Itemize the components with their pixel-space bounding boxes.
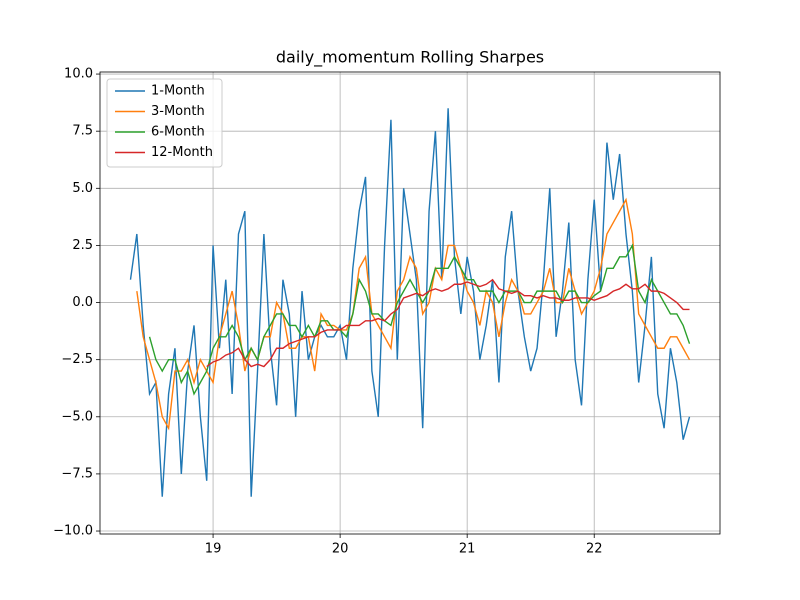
x-tick-label: 22 — [586, 542, 603, 557]
y-tick-label: −7.5 — [61, 466, 93, 481]
y-tick-label: −2.5 — [61, 352, 93, 367]
x-tick-label: 19 — [205, 542, 222, 557]
legend-label: 12-Month — [151, 145, 213, 160]
chart-title: daily_momentum Rolling Sharpes — [276, 48, 544, 68]
y-tick-label: −5.0 — [61, 409, 93, 424]
series-line — [129, 108, 691, 497]
legend-label: 3-Month — [151, 104, 205, 119]
plot-frame — [99, 71, 721, 535]
y-tick-label: 10.0 — [64, 67, 93, 82]
legend-box — [106, 78, 223, 168]
y-tick-label: 2.5 — [72, 238, 93, 253]
series-line — [148, 243, 691, 396]
legend-label: 6-Month — [151, 125, 205, 140]
y-tick-label: 5.0 — [72, 181, 93, 196]
x-tick-label: 20 — [332, 542, 349, 557]
y-tick-label: 0.0 — [72, 295, 93, 310]
x-tick-label: 21 — [459, 542, 476, 557]
y-tick-label: 7.5 — [72, 124, 93, 139]
legend-label: 1-Month — [151, 84, 205, 99]
series-line — [206, 278, 690, 368]
series-line — [136, 197, 691, 431]
y-tick-label: −10.0 — [53, 524, 93, 539]
